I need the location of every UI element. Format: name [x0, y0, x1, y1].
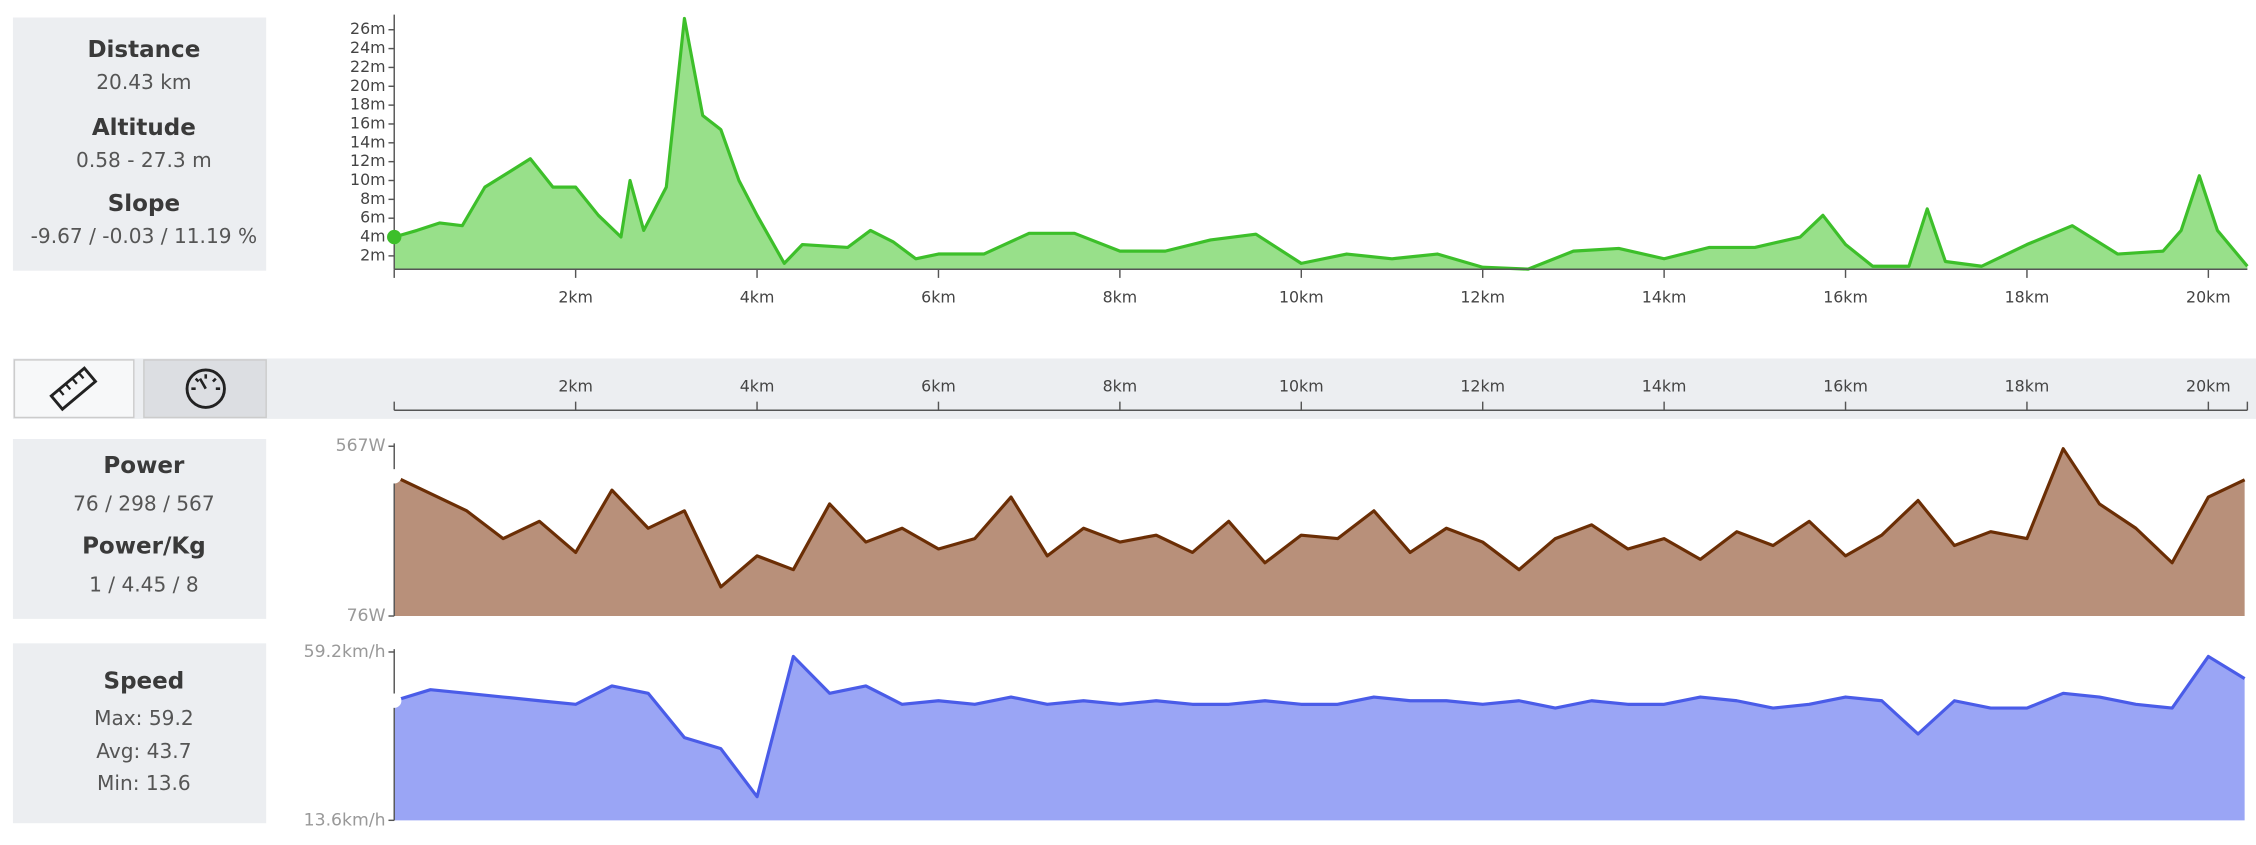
- y-tick-label: 2m: [360, 245, 385, 264]
- ruler-body[interactable]: [49, 366, 98, 412]
- power-summary-panel: [12, 439, 267, 619]
- area-line: [393, 447, 2246, 589]
- stat-value: Avg: 43.7: [96, 739, 191, 763]
- x-tick-label: 16km: [1823, 288, 1868, 307]
- stat-value: -9.67 / -0.03 / 11.19 %: [31, 224, 257, 248]
- y-tick-label: 8m: [360, 189, 385, 208]
- stat-label: Speed: [104, 669, 185, 695]
- x-tick-label: 6km: [921, 377, 956, 396]
- x-tick-label: 16km: [1823, 377, 1868, 396]
- ruler-marks[interactable]: [58, 372, 85, 396]
- y-tick-label: 10m: [350, 170, 386, 189]
- axis-strip: [12, 358, 2256, 419]
- stat-label: Distance: [87, 37, 200, 63]
- x-tick-label: 10km: [1279, 288, 1324, 307]
- stat-label: Power/Kg: [82, 533, 206, 559]
- y-tick-label: 6m: [360, 208, 385, 227]
- x-tick-label: 12km: [1460, 288, 1505, 307]
- gauge-needle[interactable]: [191, 374, 221, 390]
- position-marker: [387, 229, 402, 245]
- x-tick-label: 6km: [921, 288, 956, 307]
- y-tick-label: 567W: [336, 436, 386, 456]
- x-tick-label: 20km: [2186, 288, 2231, 307]
- area-fill: [394, 18, 2248, 270]
- area-fill: [394, 448, 2245, 617]
- stat-label: Slope: [108, 191, 180, 217]
- speed-summary-panel: [12, 643, 267, 824]
- button-face[interactable]: [13, 359, 135, 419]
- y-tick-label: 26m: [350, 19, 386, 38]
- x-tick-label: 14km: [1642, 377, 1687, 396]
- area-line: [393, 16, 2249, 271]
- stat-value: Min: 13.6: [97, 771, 191, 795]
- gauge-icon[interactable]: [185, 368, 226, 409]
- x-tick-label: 10km: [1279, 377, 1324, 396]
- area-fill: [394, 656, 2245, 821]
- y-tick-label: 14m: [350, 132, 386, 151]
- stat-value: 76 / 298 / 567: [73, 492, 215, 516]
- stat-value: 0.58 - 27.3 m: [76, 148, 212, 172]
- x-tick-label: 4km: [740, 377, 775, 396]
- y-tick-label: 76W: [347, 606, 386, 626]
- x-tick-label: 8km: [1103, 288, 1138, 307]
- distance-button[interactable]: [13, 359, 135, 419]
- position-marker: [387, 693, 402, 708]
- y-tick-label: 24m: [350, 38, 386, 57]
- x-tick-label: 2km: [558, 288, 593, 307]
- x-tick-label: 2km: [558, 377, 593, 396]
- stat-value: 20.43 km: [96, 70, 191, 94]
- x-tick-label: 4km: [740, 288, 775, 307]
- stat-value: Max: 59.2: [94, 706, 194, 730]
- area-line: [393, 654, 2246, 799]
- y-tick-label: 13.6km/h: [304, 810, 386, 830]
- y-tick-label: 4m: [360, 227, 385, 246]
- y-tick-label: 18m: [350, 95, 386, 114]
- ruler-icon[interactable]: [49, 366, 98, 412]
- x-tick-label: 8km: [1103, 377, 1138, 396]
- y-tick-label: 22m: [350, 57, 386, 76]
- x-tick-label: 14km: [1642, 288, 1687, 307]
- x-tick-label: 12km: [1460, 377, 1505, 396]
- y-tick-label: 12m: [350, 151, 386, 170]
- x-tick-label: 18km: [2005, 377, 2050, 396]
- stat-label: Power: [103, 453, 185, 479]
- y-tick-label: 59.2km/h: [304, 642, 386, 662]
- y-tick-label: 16m: [350, 113, 386, 132]
- position-marker: [387, 469, 402, 484]
- y-tick-label: 20m: [350, 76, 386, 95]
- route-summary-panel: [12, 17, 267, 271]
- stat-value: 1 / 4.45 / 8: [89, 572, 199, 596]
- gauge-button[interactable]: [143, 359, 267, 419]
- x-tick-label: 18km: [2005, 288, 2050, 307]
- x-tick-label: 20km: [2186, 377, 2231, 396]
- stat-label: Altitude: [92, 115, 196, 141]
